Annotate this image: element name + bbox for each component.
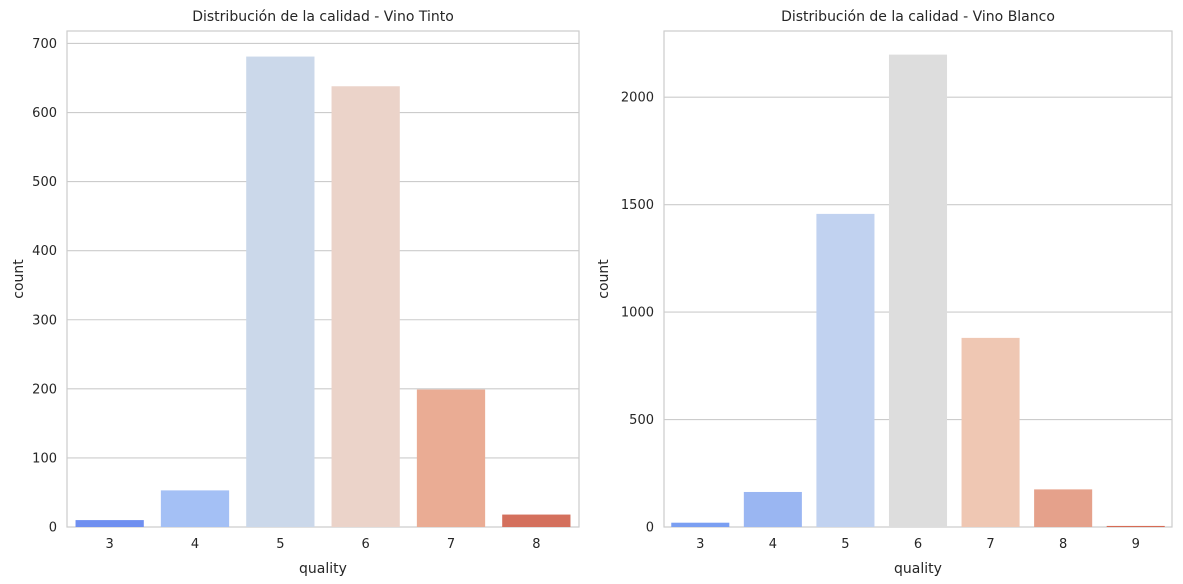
- x-tick-label: 6: [914, 537, 922, 552]
- chart-vino-blanco: 0 500 1000 1500 2000 3 4 5 6 7 8 9 Distribución de…: [596, 9, 1173, 577]
- x-axis-label: quality: [894, 561, 942, 577]
- y-tick-label: 500: [32, 175, 57, 190]
- y-tick-label: 400: [32, 244, 57, 259]
- plot-area: [66, 30, 580, 528]
- bar-quality-4: [160, 490, 230, 527]
- bar-quality-4: [743, 491, 802, 527]
- x-tick-label: 7: [447, 537, 455, 552]
- y-gridlines: [67, 42, 579, 528]
- x-tick-label: 4: [769, 537, 777, 552]
- x-tick-label: 3: [106, 537, 114, 552]
- bars: [671, 54, 1165, 527]
- bar-quality-6: [888, 54, 948, 527]
- x-tick-label: 6: [362, 537, 370, 552]
- chart-title: Distribución de la calidad - Vino Tinto: [192, 9, 454, 25]
- bar-quality-3: [75, 520, 144, 527]
- y-axis-label: count: [11, 259, 27, 299]
- x-axis-label: quality: [299, 561, 347, 577]
- bar-quality-8: [502, 514, 571, 527]
- y-tick-label: 0: [49, 521, 57, 536]
- bar-quality-9: [1106, 525, 1165, 527]
- bar-quality-7: [961, 337, 1020, 527]
- bar-quality-5: [246, 56, 315, 528]
- y-tick-label: 200: [32, 382, 57, 397]
- y-tick-labels: 0 500 1000 1500 2000: [621, 91, 654, 536]
- x-tick-label: 3: [696, 537, 704, 552]
- bar-quality-6: [331, 86, 400, 528]
- x-tick-label: 8: [532, 537, 540, 552]
- y-tick-label: 1500: [621, 198, 654, 213]
- bar-quality-7: [416, 389, 486, 527]
- bar-quality-3: [671, 522, 730, 527]
- x-tick-label: 7: [986, 537, 994, 552]
- x-tick-label: 5: [276, 537, 284, 552]
- y-tick-label: 100: [32, 451, 57, 466]
- y-tick-label: 500: [629, 413, 654, 428]
- bar-quality-8: [1034, 489, 1093, 527]
- y-tick-label: 300: [32, 313, 57, 328]
- x-tick-labels: 3 4 5 6 7 8 9: [696, 537, 1140, 552]
- y-tick-label: 0: [646, 521, 654, 536]
- y-tick-label: 600: [32, 106, 57, 121]
- y-tick-labels: 0 100 200 300 400 500 600 700: [32, 37, 57, 536]
- chart-title: Distribución de la calidad - Vino Blanco: [781, 9, 1055, 25]
- x-tick-labels: 3 4 5 6 7 8: [106, 537, 541, 552]
- x-tick-label: 8: [1059, 537, 1067, 552]
- chart-vino-tinto: 0 100 200 300 400 500 600 700 3 4 5 6 7 8 Distribuci…: [11, 9, 580, 577]
- y-axis-label: count: [596, 259, 612, 299]
- bars: [75, 56, 571, 528]
- y-tick-label: 700: [32, 37, 57, 52]
- bar-quality-5: [816, 213, 875, 527]
- x-tick-label: 9: [1132, 537, 1140, 552]
- y-tick-label: 1000: [621, 306, 654, 321]
- x-tick-label: 4: [191, 537, 199, 552]
- y-tick-label: 2000: [621, 91, 654, 106]
- x-tick-label: 5: [841, 537, 849, 552]
